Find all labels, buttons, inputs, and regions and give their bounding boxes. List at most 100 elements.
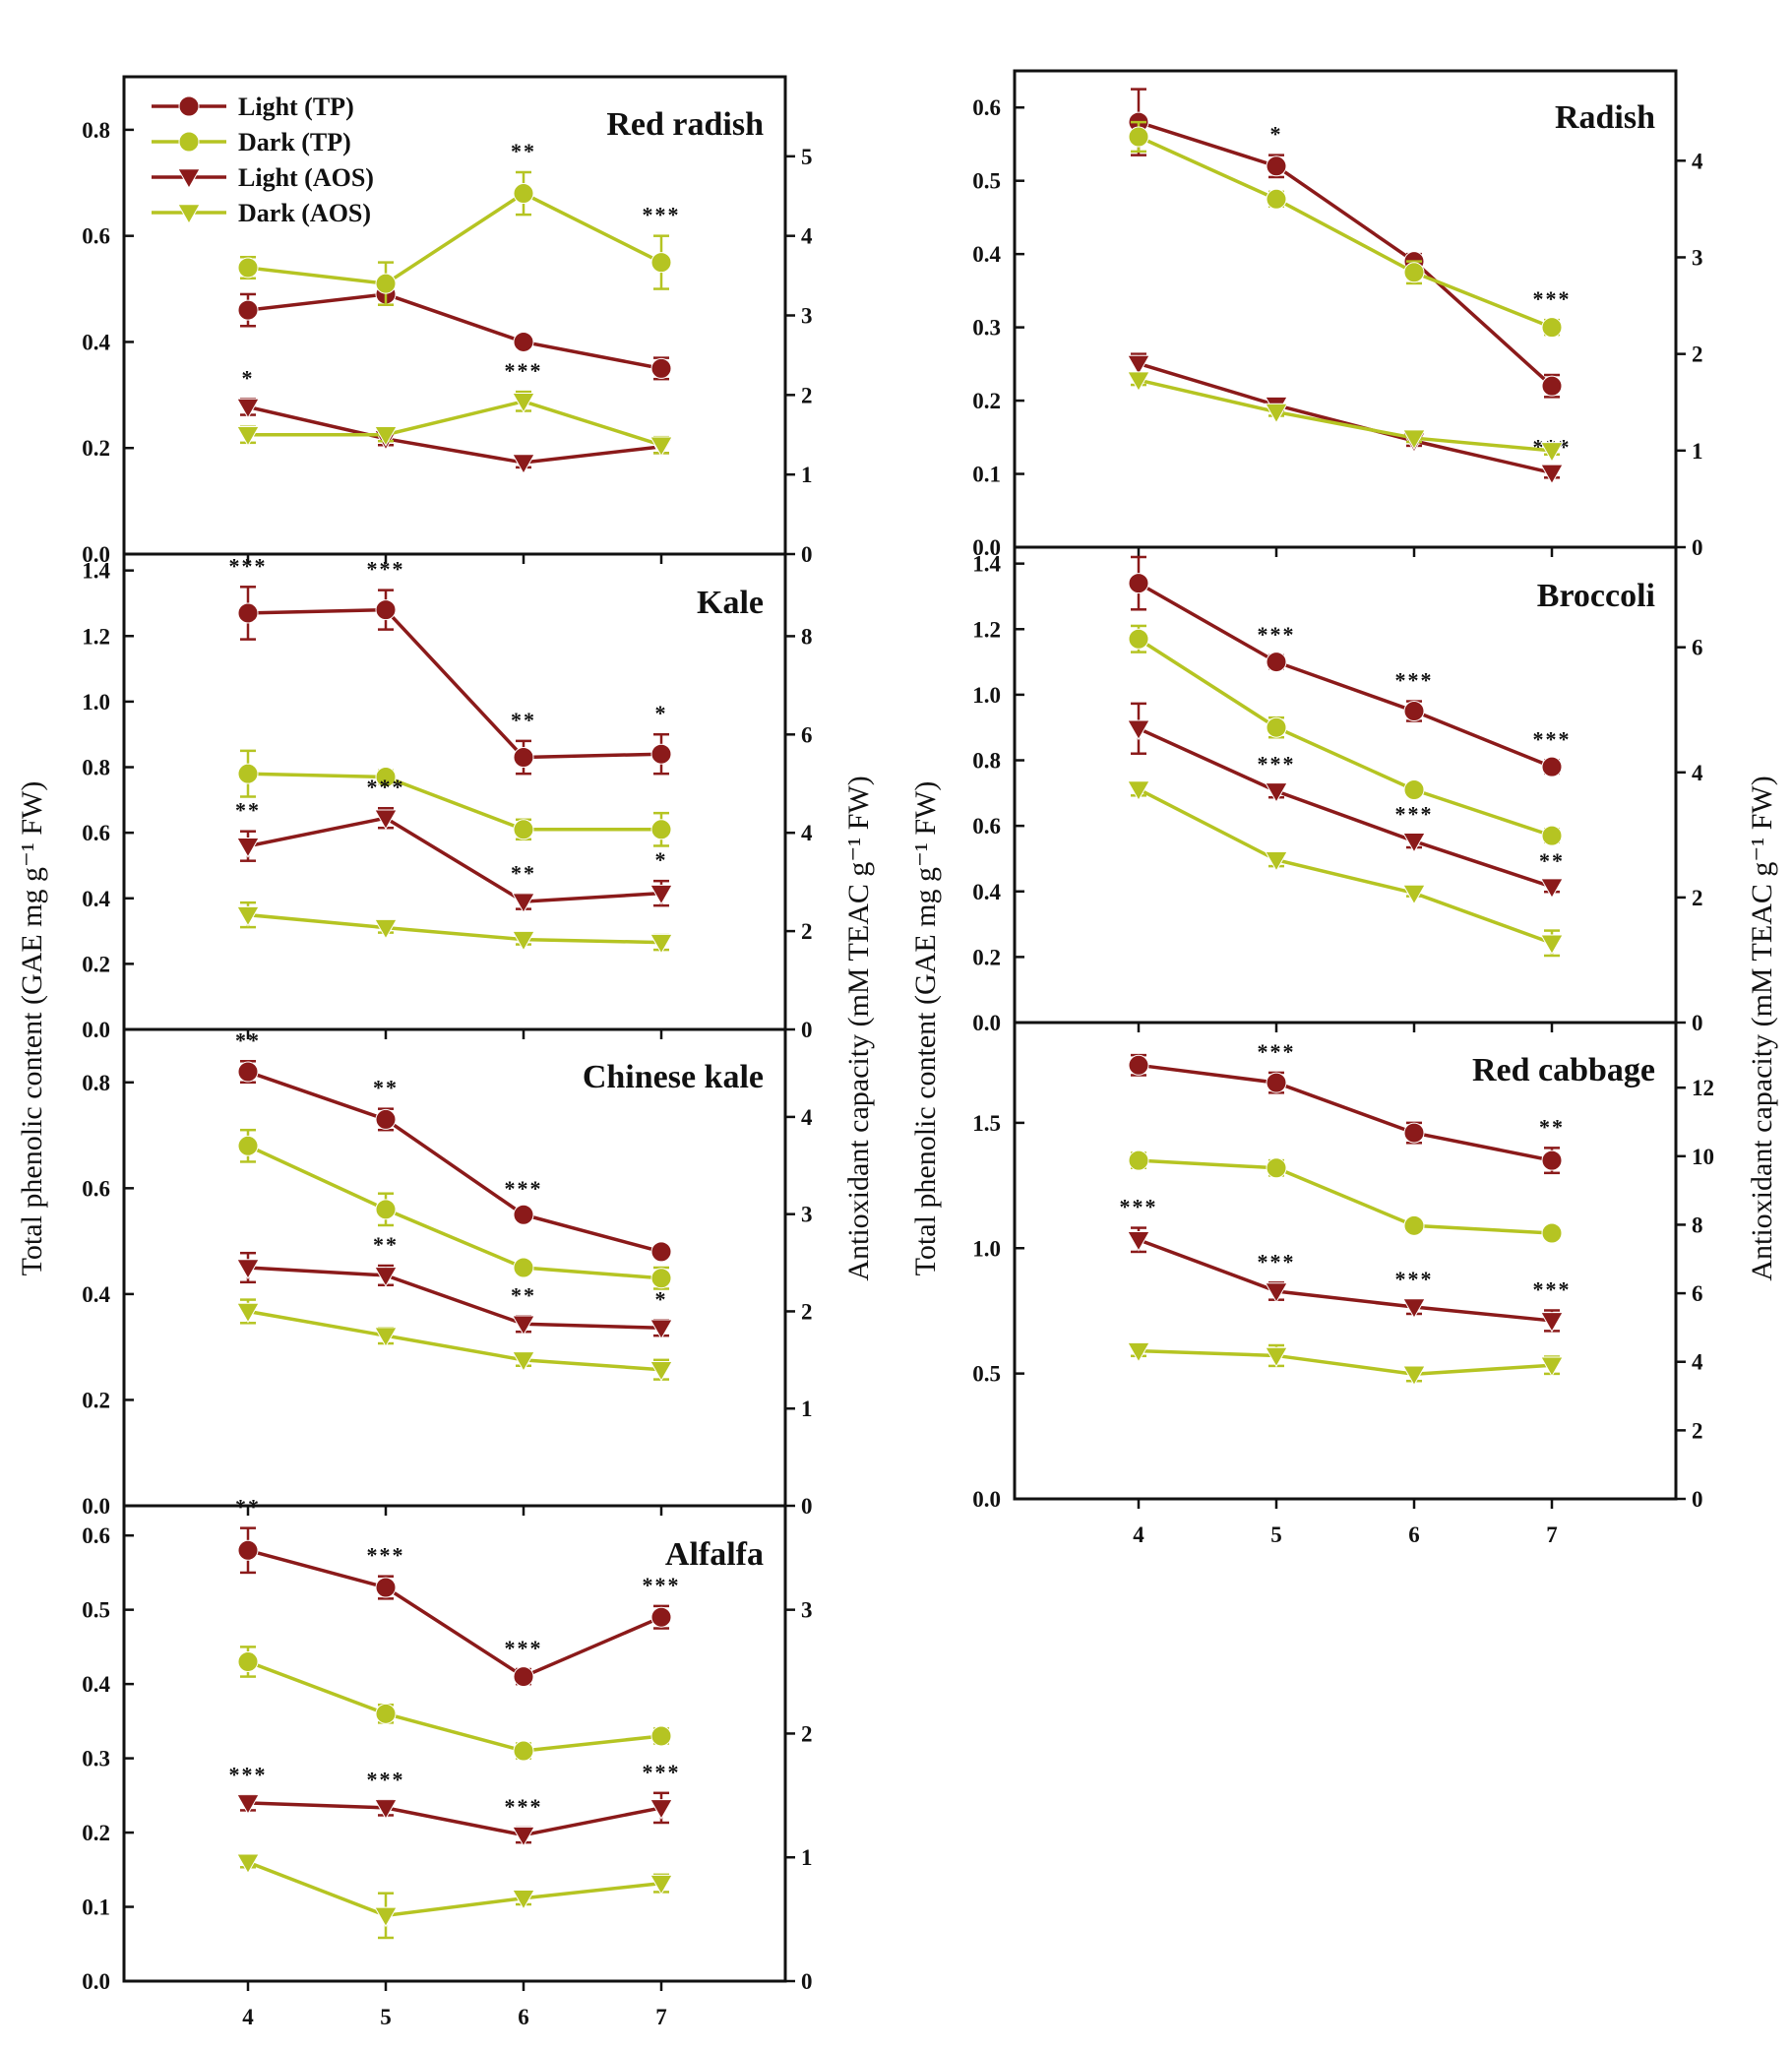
left-tick-label: 0.1: [972, 463, 1001, 487]
data-point: [374, 809, 398, 831]
legend-label: Dark (AOS): [238, 199, 371, 227]
series-line: [1138, 1158, 1553, 1235]
left-axis-label: Total phenolic content (GAE mg g⁻¹ FW): [909, 781, 942, 1276]
data-point: [1265, 782, 1288, 803]
series-line: [247, 292, 662, 371]
data-point: [1266, 716, 1287, 738]
significance-label: *: [242, 365, 255, 390]
significance-label: ***: [1258, 1039, 1296, 1064]
series-light-tp: *********: [229, 553, 672, 776]
data-point: [650, 743, 672, 765]
data-point: [1127, 719, 1150, 741]
significance-label: *: [655, 701, 668, 725]
series-line: [247, 816, 662, 903]
series-line: [247, 1309, 662, 1372]
series-dark-tp: [237, 1128, 672, 1290]
data-point: [236, 837, 260, 858]
series-line: [247, 1548, 662, 1679]
panel-frame: [122, 75, 787, 556]
left-tick-label: 0.6: [972, 95, 1001, 120]
data-point: [650, 1725, 672, 1747]
data-point: [237, 257, 259, 279]
significance-label: ***: [1395, 801, 1434, 826]
data-point: [1127, 354, 1150, 376]
right-tick-label: 3: [1692, 245, 1703, 270]
left-tick-label: 0.8: [82, 1071, 110, 1095]
data-point: [513, 1257, 534, 1278]
significance-label: ***: [505, 358, 543, 383]
right-tick-label: 4: [1692, 1350, 1703, 1375]
significance-label: **: [511, 139, 536, 163]
panel-title: Broccoli: [1537, 578, 1655, 614]
data-point: [374, 1267, 398, 1287]
left-tick-label: 0.2: [82, 1821, 110, 1845]
series-line: [247, 1266, 662, 1330]
data-point: [512, 1889, 535, 1910]
series-dark-tp: [237, 749, 672, 847]
left-tick-label: 0.5: [972, 1362, 1001, 1387]
legend-label: Light (AOS): [238, 163, 374, 192]
series-dark-aos: [236, 1298, 673, 1382]
data-point: [1128, 628, 1149, 650]
significance-label: ***: [1533, 286, 1572, 311]
significance-label: **: [373, 1232, 399, 1257]
significance-label: ***: [1533, 1276, 1572, 1301]
left-tick-label: 0.0: [82, 1969, 110, 1994]
x-tick-label: 6: [1408, 1523, 1420, 1547]
data-point: [1402, 884, 1426, 905]
right-tick-label: 4: [801, 1105, 813, 1130]
data-point: [649, 1799, 673, 1820]
right-tick-label: 2: [801, 1299, 813, 1324]
significance-label: **: [235, 1027, 261, 1052]
left-tick-label: 0.6: [972, 814, 1001, 839]
series-dark-tp: *****: [237, 139, 679, 306]
series-light-tp: *********: [1128, 555, 1572, 777]
series-line: [247, 404, 662, 465]
data-point: [1403, 1214, 1425, 1236]
right-tick-label: 2: [1692, 342, 1703, 367]
data-point: [649, 933, 673, 955]
panel-title: Red cabbage: [1472, 1052, 1655, 1088]
series-line: [1138, 378, 1553, 453]
significance-label: **: [1539, 1114, 1565, 1139]
significance-label: ***: [1533, 727, 1572, 752]
data-point: [512, 1826, 535, 1847]
left-tick-label: 0.4: [82, 330, 110, 354]
series-dark-aos: [236, 901, 673, 955]
data-point: [650, 1268, 672, 1289]
series-line: [247, 607, 662, 760]
data-point: [375, 599, 397, 621]
right-axis-label: Antioxidant capacity (mM TEAC g⁻¹ FW): [1746, 776, 1778, 1280]
data-point: [1128, 126, 1149, 148]
series-dark-tp: [237, 1646, 672, 1762]
panel-frame: [122, 1027, 787, 1508]
right-tick-label: 1: [1692, 439, 1703, 464]
right-tick-label: 0: [1692, 1011, 1703, 1035]
series-line: [247, 191, 662, 285]
data-point: [1265, 851, 1288, 872]
left-axis-label: Total phenolic content (GAE mg g⁻¹ FW): [16, 781, 48, 1276]
data-point: [512, 1315, 535, 1336]
data-point: [1265, 1282, 1288, 1303]
right-tick-label: 0: [801, 1494, 813, 1519]
data-point: [1265, 403, 1288, 424]
data-point: [1127, 780, 1150, 801]
x-tick-label: 6: [518, 2005, 529, 2029]
right-tick-label: 1: [801, 1845, 813, 1870]
left-tick-label: 0.8: [82, 118, 110, 143]
data-point: [236, 1853, 260, 1875]
right-tick-label: 8: [1692, 1212, 1703, 1237]
data-point: [1540, 934, 1564, 956]
left-tick-label: 0.6: [82, 1176, 110, 1201]
panel-title: Alfalfa: [665, 1536, 764, 1573]
data-point: [1127, 1231, 1150, 1252]
data-point: [1402, 1298, 1426, 1320]
legend-marker: [178, 131, 200, 153]
left-tick-label: 0.0: [82, 542, 110, 567]
data-point: [374, 1906, 398, 1928]
data-point: [237, 602, 259, 624]
panel-title: Red radish: [606, 106, 764, 143]
significance-label: **: [511, 1282, 536, 1307]
